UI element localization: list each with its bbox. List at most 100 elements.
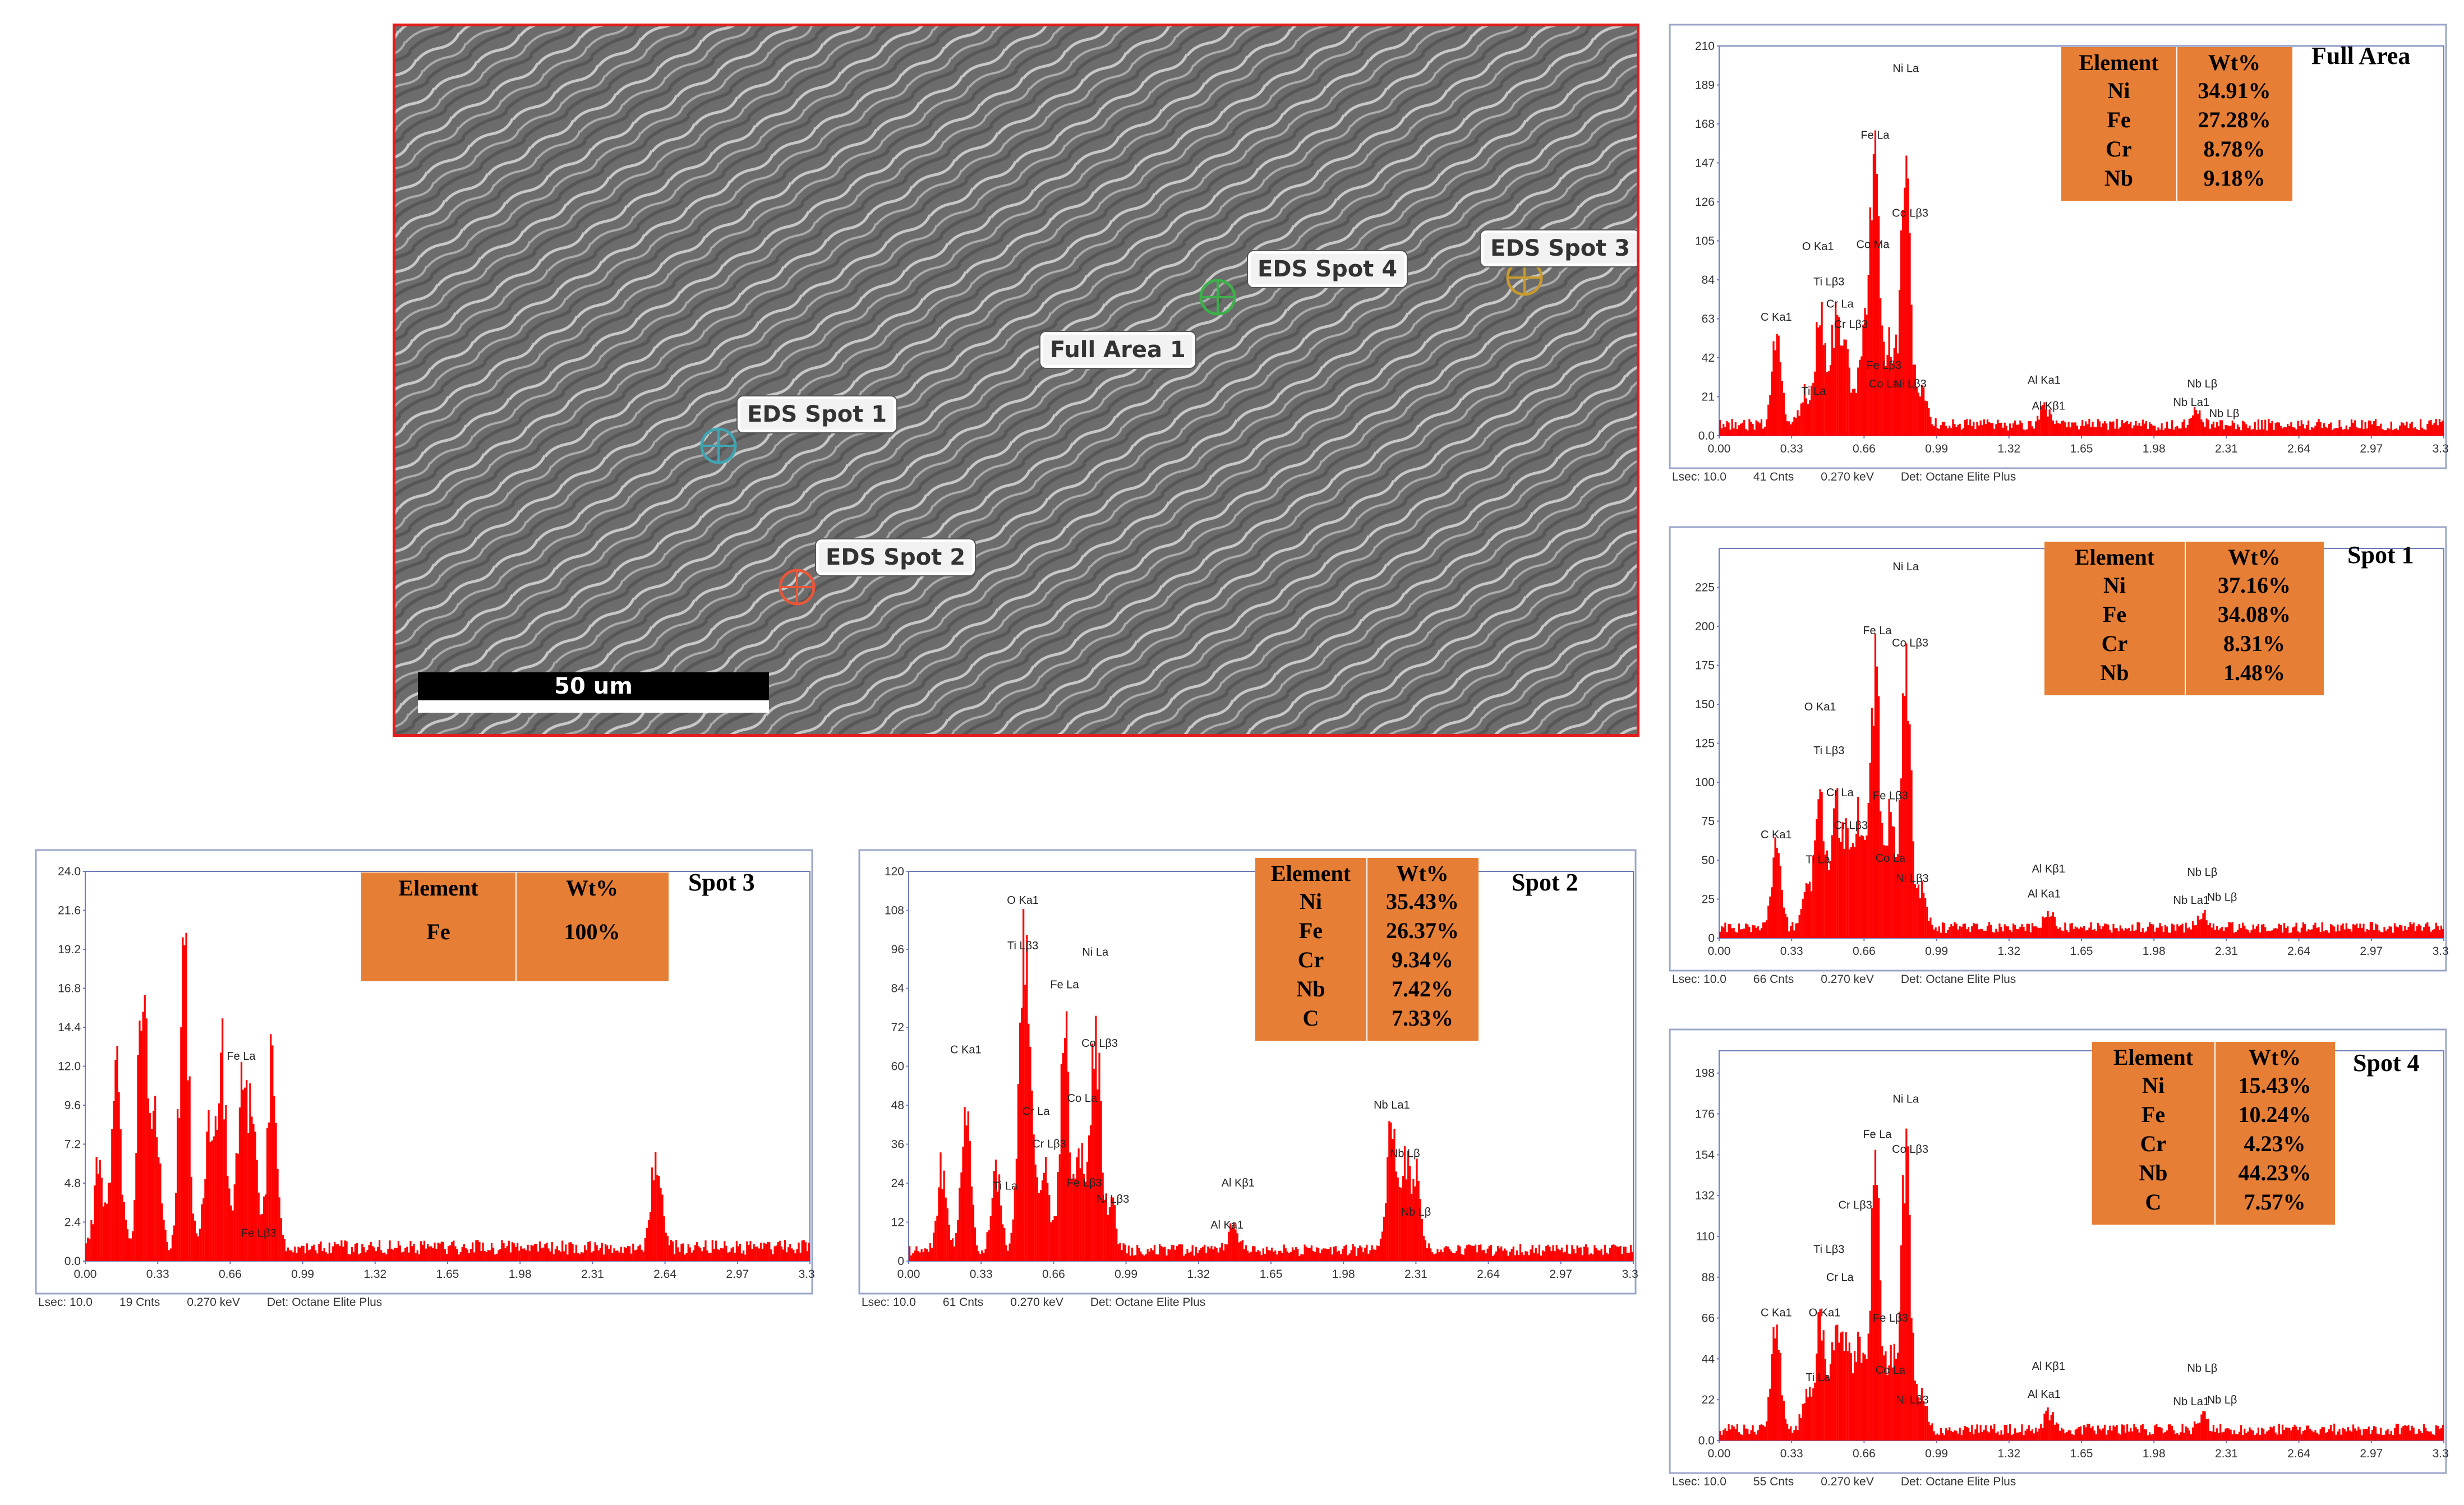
spectrum-bar: [1048, 1195, 1051, 1261]
spectrum-bar: [1885, 845, 1887, 938]
footer-item: 19 Cnts: [119, 1296, 160, 1309]
spectrum-bar: [1557, 1248, 1559, 1261]
spectrum-bar: [1547, 1244, 1549, 1261]
spectrum-bar: [787, 1247, 790, 1261]
spectrum-bar: [1917, 884, 1919, 938]
spectrum-bar: [1573, 1249, 1575, 1261]
spectrum-bar: [2212, 923, 2215, 938]
spectrum-bar: [2283, 427, 2286, 436]
spectrum-bar: [201, 1204, 203, 1261]
spectrum-bar: [2018, 424, 2020, 436]
spot-marker-4[interactable]: [1199, 279, 1236, 316]
composition-table: Element Wt% Ni 34.91% Fe 27.28% Cr 8.78% Nb 9.18%: [2061, 47, 2292, 201]
spectrum-bar: [1564, 1252, 1567, 1261]
x-tick-label: 2.64: [2287, 442, 2310, 455]
x-tick-label: 0.00: [1708, 1447, 1731, 1460]
spectrum-bar: [2159, 429, 2161, 436]
spectrum-bar: [2072, 1435, 2075, 1441]
spectrum-bar: [1888, 798, 1890, 938]
spectrum-bar: [2228, 922, 2230, 938]
spectrum-bar: [1973, 422, 1975, 436]
spectrum-bar: [2043, 917, 2046, 938]
spectrum-bar: [584, 1245, 586, 1261]
spectrum-bar: [1777, 1350, 1780, 1441]
spectrum-bar: [2417, 430, 2420, 436]
spectrum-bar: [1931, 424, 1933, 436]
spectrum-bar: [1940, 425, 1942, 436]
spectrum-bar: [1191, 1245, 1194, 1261]
spectrum-bar: [1545, 1246, 1548, 1261]
spectrum-bar: [1923, 893, 1925, 938]
spectrum-bar: [2100, 929, 2103, 938]
spectrum-bar: [1902, 693, 1904, 938]
spectrum-bar: [166, 1242, 168, 1261]
spectrum-bar: [137, 1055, 139, 1261]
spectrum-bar: [1100, 1101, 1102, 1261]
spectrum-bar: [2111, 422, 2113, 436]
spectrum-bar: [1997, 1431, 1999, 1441]
spectrum-bar: [1343, 1246, 1346, 1261]
spectrum-bar: [304, 1253, 306, 1261]
spectrum-bar: [2392, 1435, 2394, 1441]
spectrum-bar: [2244, 422, 2246, 436]
spectrum-bar: [427, 1244, 429, 1261]
spectrum-bar: [2002, 427, 2004, 436]
spectrum-bar: [2219, 928, 2222, 938]
spectrum-bar: [1850, 847, 1853, 938]
spectrum-bar: [1791, 922, 1794, 938]
spot-marker-2[interactable]: [779, 569, 816, 606]
spectrum-bar: [1407, 1151, 1410, 1261]
spectrum-bar: [938, 1187, 940, 1261]
spectrum-bar: [1055, 1216, 1057, 1261]
spectrum-bar: [2357, 1426, 2360, 1441]
spectrum-bar: [1872, 1185, 1875, 1441]
spectrum-bar: [758, 1248, 760, 1261]
spectrum-bar: [1800, 1418, 1802, 1441]
peak-label: Nb Lβ: [2187, 1363, 2217, 1375]
spectrum-bar: [1152, 1250, 1154, 1261]
spectrum-bar: [1155, 1254, 1158, 1261]
spectrum-bar: [2285, 427, 2287, 436]
spectrum-bar: [2062, 420, 2065, 436]
spectrum-bar: [387, 1249, 389, 1261]
spectrum-bar: [753, 1244, 755, 1261]
y-tick-label: 147: [1695, 157, 1715, 170]
spectrum-bar: [1419, 1198, 1421, 1261]
spectrum-bar: [2191, 1427, 2194, 1441]
spectrum-bar: [2023, 1435, 2025, 1441]
spectrum-bar: [1748, 927, 1751, 938]
spectrum-bar: [1517, 1255, 1520, 1261]
spectrum-bar: [1896, 854, 1899, 938]
spectrum-bar: [1766, 1421, 1768, 1441]
composition-table: Element Wt% Fe 100%: [361, 872, 669, 981]
spot-marker-1[interactable]: [700, 427, 737, 464]
spectrum-bar: [2095, 931, 2097, 938]
spectrum-bar: [1867, 1333, 1869, 1441]
spectrum-bar: [1041, 1180, 1044, 1261]
y-tick-label: 19.2: [58, 943, 81, 956]
spectrum-bar: [1719, 420, 1721, 436]
spectrum-bar: [1880, 1280, 1882, 1441]
spectrum-bar: [1003, 1228, 1006, 1261]
y-tick-label: 24: [891, 1177, 905, 1190]
spectrum-bar: [1850, 1353, 1853, 1441]
spectrum-bar: [444, 1249, 446, 1261]
spectrum-bar: [2438, 419, 2441, 436]
spectrum-bar: [2290, 932, 2292, 938]
spectrum-bar: [2121, 928, 2123, 938]
spectrum-bar: [2014, 420, 2016, 436]
spectrum-bar: [1628, 1252, 1631, 1261]
y-tick-label: 189: [1695, 79, 1715, 92]
spectrum-bar: [1536, 1253, 1539, 1261]
spectrum-bar: [2257, 419, 2260, 436]
spectrum-bar: [1745, 923, 1747, 938]
spectrum-bar: [1784, 1419, 1787, 1441]
y-tick-label: 14.4: [58, 1021, 81, 1034]
spectrum-bar: [2328, 424, 2331, 436]
spectrum-bar: [761, 1249, 764, 1261]
spectrum-bar: [759, 1243, 762, 1261]
spectrum-bar: [972, 1204, 975, 1261]
spectrum-bar: [2186, 1428, 2189, 1441]
spectrum-bar: [1583, 1247, 1586, 1261]
spectrum-bar: [2249, 932, 2251, 938]
